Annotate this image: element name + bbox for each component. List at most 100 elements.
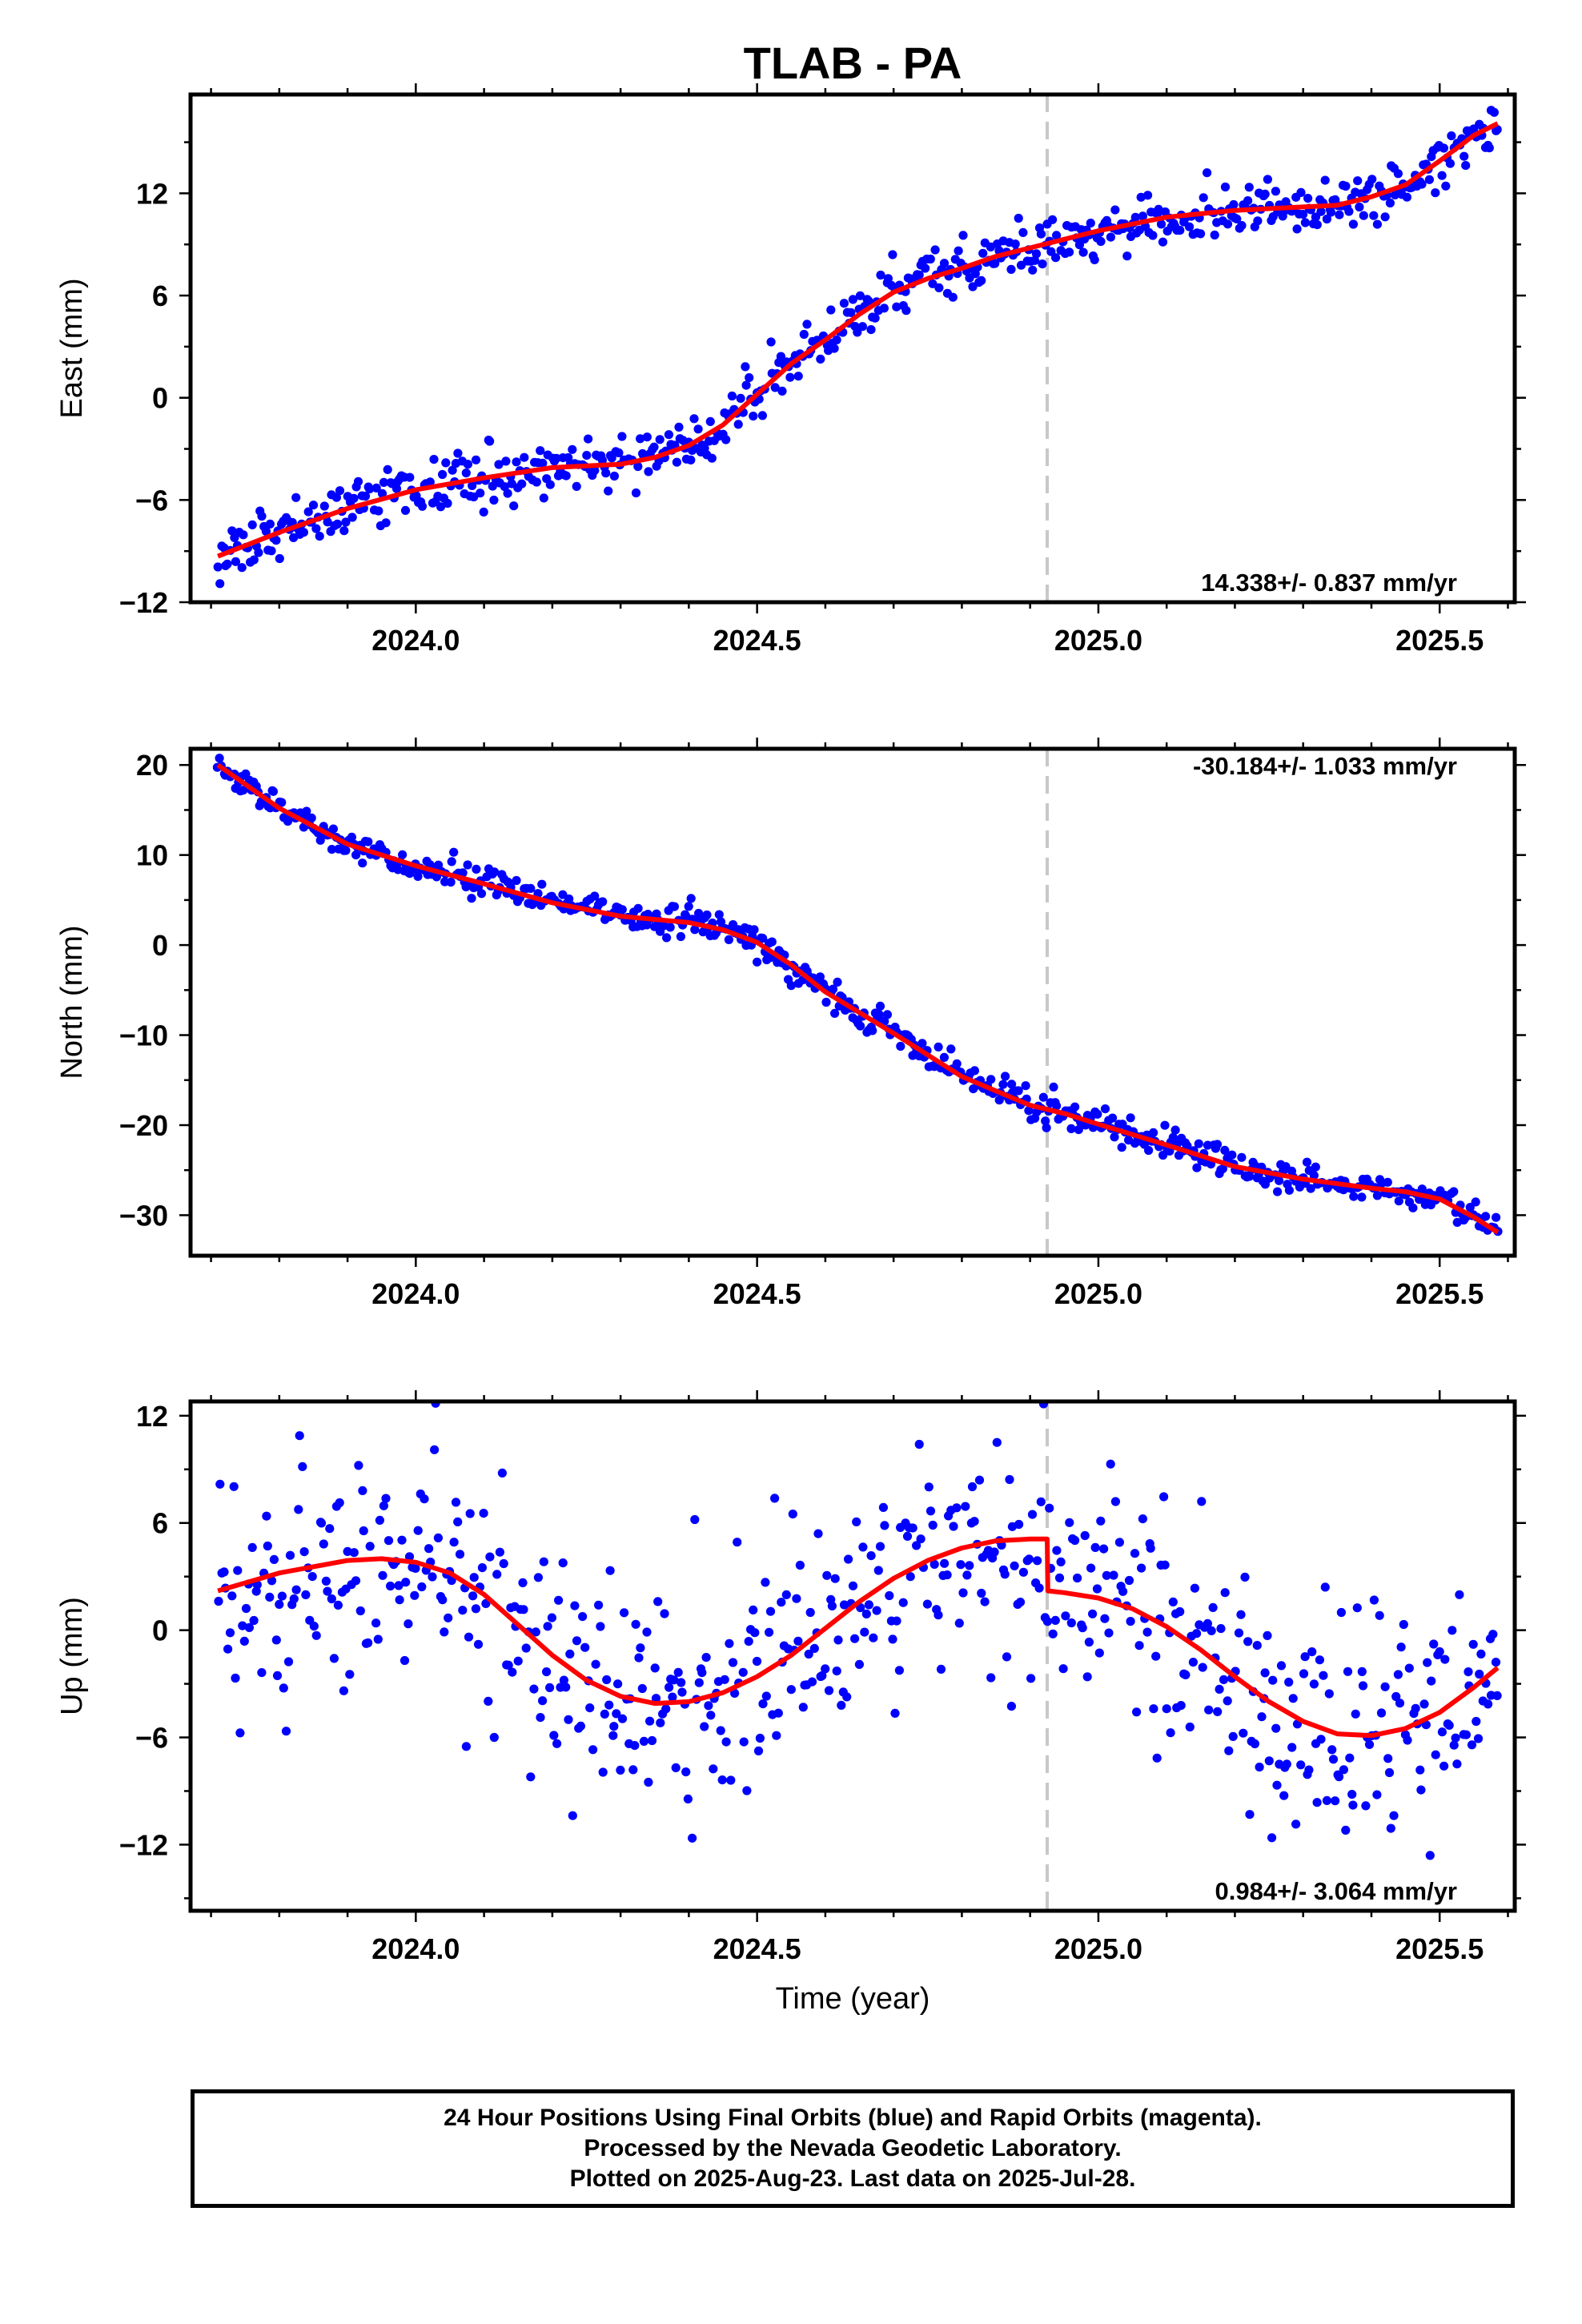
- data-point: [425, 477, 435, 487]
- data-point: [822, 1570, 832, 1580]
- data-point: [509, 501, 519, 511]
- data-point: [1192, 1629, 1202, 1638]
- data-point: [1372, 1191, 1382, 1200]
- data-point: [434, 860, 444, 870]
- data-point: [1439, 1761, 1449, 1771]
- data-point: [1296, 187, 1306, 197]
- data-point: [1303, 194, 1313, 203]
- footer-line-2: Processed by the Nevada Geodetic Laborat…: [584, 2135, 1122, 2161]
- data-point: [755, 1733, 765, 1743]
- data-point: [227, 526, 237, 536]
- data-point: [1232, 214, 1242, 223]
- data-point: [1417, 179, 1427, 189]
- data-point: [400, 505, 411, 516]
- data-point: [665, 1683, 674, 1692]
- data-point: [672, 457, 682, 467]
- data-point: [272, 1671, 283, 1680]
- data-point: [600, 1709, 609, 1719]
- data-point: [1196, 229, 1206, 239]
- data-point: [461, 468, 471, 478]
- data-point: [289, 1594, 299, 1604]
- data-point: [1229, 199, 1239, 210]
- data-point: [436, 502, 446, 512]
- data-point: [223, 1644, 233, 1654]
- data-point: [307, 813, 316, 822]
- data-point: [1223, 219, 1233, 229]
- data-point: [1341, 1825, 1351, 1835]
- data-point: [1408, 1203, 1418, 1212]
- data-point: [645, 1716, 655, 1726]
- data-point: [1070, 1102, 1080, 1112]
- data-point: [1484, 143, 1494, 153]
- data-point: [341, 517, 351, 527]
- data-point: [371, 1618, 381, 1628]
- data-point: [239, 786, 248, 795]
- data-point: [866, 1551, 876, 1561]
- data-point: [833, 977, 842, 987]
- data-point: [1052, 1101, 1062, 1111]
- data-point: [998, 1080, 1008, 1089]
- data-point: [331, 493, 341, 502]
- data-point: [1018, 1567, 1028, 1577]
- data-point: [358, 1486, 367, 1495]
- data-point: [785, 372, 795, 382]
- data-point: [793, 372, 803, 381]
- data-point: [1245, 1172, 1255, 1181]
- data-point: [714, 910, 724, 919]
- data-point: [1220, 182, 1231, 192]
- data-point: [1309, 1679, 1319, 1689]
- data-point: [1250, 1739, 1259, 1749]
- data-point: [1070, 1535, 1080, 1546]
- data-point: [1353, 176, 1363, 186]
- data-point: [503, 489, 512, 498]
- data-point: [1166, 1728, 1175, 1738]
- data-point: [655, 435, 665, 444]
- data-point: [802, 320, 812, 329]
- data-point: [231, 557, 240, 566]
- data-point: [868, 1026, 877, 1035]
- data-point: [323, 1586, 332, 1596]
- data-point: [532, 477, 541, 487]
- data-point: [328, 824, 338, 834]
- data-point: [750, 1628, 760, 1638]
- data-point: [980, 1597, 990, 1606]
- data-point: [1376, 1708, 1387, 1718]
- data-point: [717, 1775, 727, 1785]
- data-point: [1263, 1630, 1272, 1640]
- data-point: [1212, 1140, 1223, 1149]
- data-point: [832, 1667, 841, 1676]
- data-point: [1449, 1740, 1459, 1750]
- data-point: [888, 250, 897, 259]
- data-point: [934, 1042, 943, 1051]
- data-point: [936, 1664, 946, 1674]
- data-point: [497, 1468, 508, 1478]
- data-point: [677, 1678, 686, 1687]
- data-point: [323, 517, 332, 527]
- data-point: [686, 455, 696, 465]
- data-point: [1192, 1163, 1202, 1172]
- data-point: [1224, 1746, 1234, 1755]
- data-point: [395, 1595, 404, 1605]
- data-point: [1074, 1125, 1083, 1135]
- data-point: [1322, 1795, 1331, 1805]
- data-point: [869, 1633, 878, 1642]
- data-point: [1154, 204, 1163, 214]
- data-point: [613, 1679, 623, 1689]
- data-point: [578, 1612, 588, 1622]
- data-point: [513, 1656, 523, 1666]
- data-point: [1386, 1823, 1395, 1833]
- data-point: [805, 1607, 815, 1618]
- data-point: [285, 1550, 295, 1560]
- data-point: [223, 559, 232, 569]
- data-point: [970, 1517, 979, 1526]
- data-point: [1066, 1618, 1076, 1628]
- data-point: [531, 1627, 540, 1637]
- data-point: [447, 857, 456, 866]
- data-point: [488, 481, 497, 491]
- data-point: [1385, 198, 1395, 208]
- data-point: [1275, 1176, 1284, 1185]
- data-point: [1014, 1086, 1023, 1096]
- data-point: [484, 1696, 493, 1706]
- x-tick-label: 2024.0: [371, 1932, 460, 1965]
- data-point: [481, 1598, 491, 1608]
